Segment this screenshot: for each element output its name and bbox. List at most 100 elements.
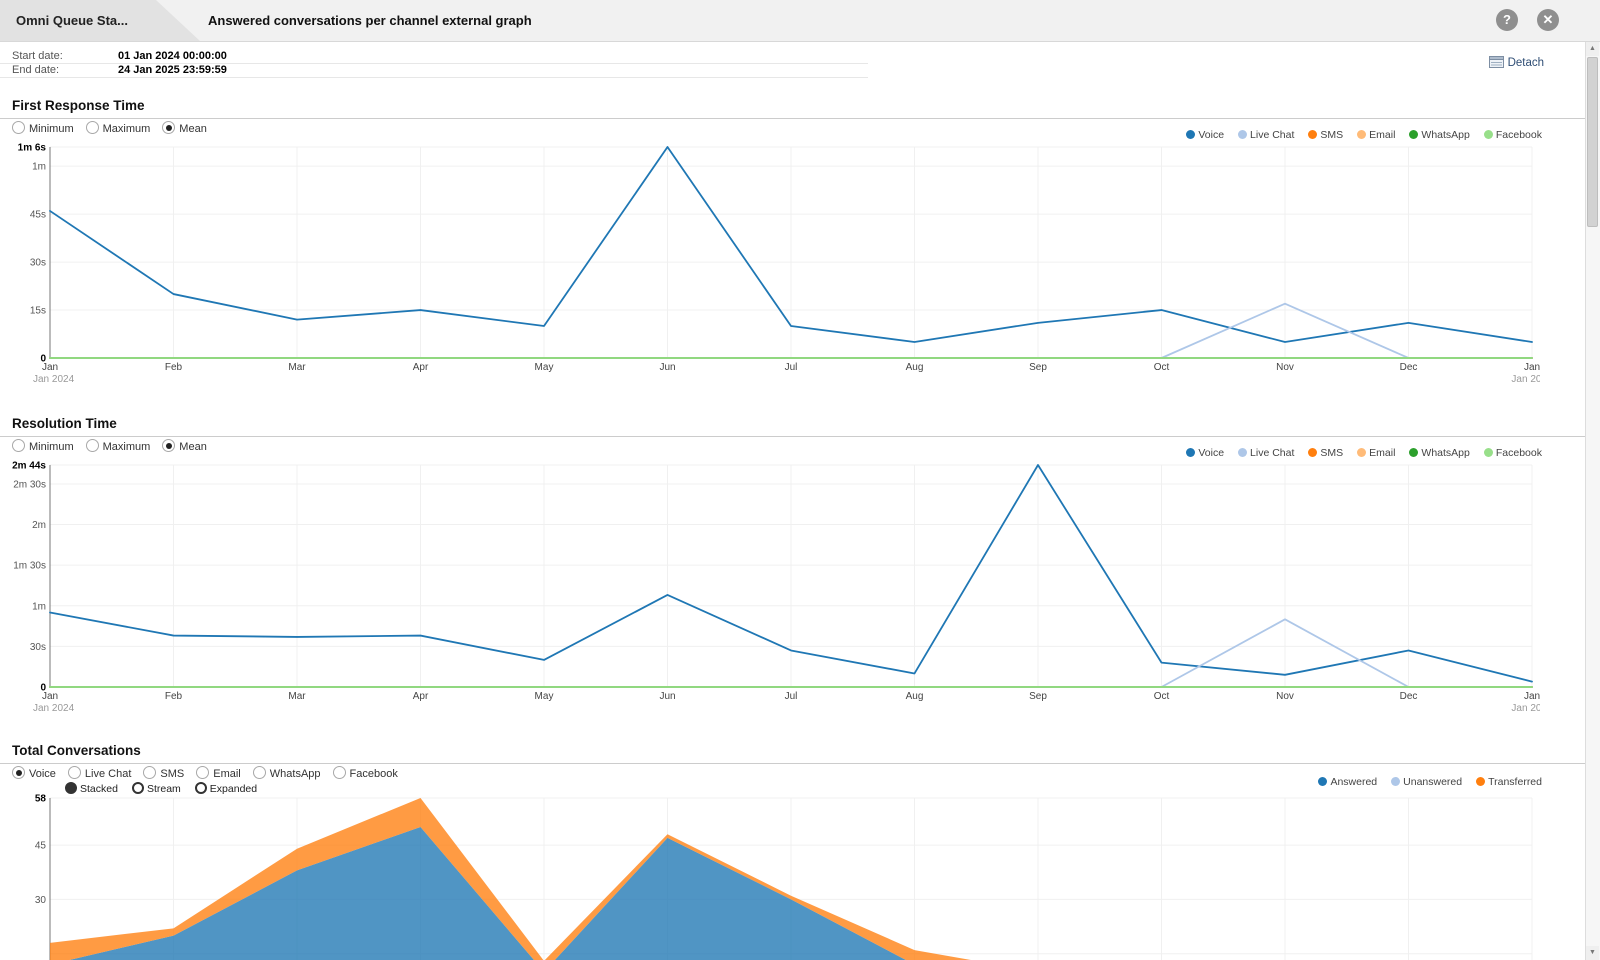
series-area-transferred: [50, 798, 971, 960]
legend-label: SMS: [1320, 129, 1344, 141]
area-style-control-group: Stacked Stream Expanded: [0, 782, 1586, 795]
channel-radio-group: Voice Live Chat SMS Email WhatsApp Facebook: [0, 764, 1586, 782]
legend-item-whatsapp[interactable]: WhatsApp: [1409, 129, 1470, 141]
option-label: Voice: [29, 768, 56, 780]
x-tick-label: Jun: [659, 691, 675, 702]
legend-item-whatsapp[interactable]: WhatsApp: [1409, 447, 1470, 459]
scroll-down-icon[interactable]: ▼: [1586, 946, 1599, 960]
radio-dot-icon: [196, 766, 210, 779]
x-tick-label: Feb: [165, 362, 183, 373]
option-label: Maximum: [102, 441, 151, 453]
x-tick-label: Apr: [413, 691, 429, 702]
legend-dot-icon: [1391, 777, 1401, 786]
option-label: SMS: [160, 768, 185, 780]
legend-item-sms[interactable]: SMS: [1308, 447, 1343, 459]
legend-item-email[interactable]: Email: [1357, 129, 1395, 141]
control-expanded[interactable]: Expanded: [194, 782, 257, 795]
radio-minimum[interactable]: Minimum: [12, 121, 74, 135]
y-tick-label: 30: [35, 895, 47, 906]
option-label: Email: [213, 768, 241, 780]
radio-dot-icon: [252, 766, 266, 779]
radio-mean[interactable]: Mean: [162, 121, 207, 135]
x-tick-label: Apr: [413, 362, 429, 373]
legend-label: SMS: [1320, 447, 1344, 459]
y-tick-label: 45s: [30, 210, 46, 221]
control-stream[interactable]: Stream: [131, 782, 181, 795]
legend-dot-icon: [1186, 130, 1196, 139]
x-tick-label: Jul: [785, 691, 798, 702]
vertical-scrollbar[interactable]: ▲ ▼: [1585, 42, 1600, 960]
x-tick-label: Nov: [1276, 362, 1294, 373]
y-tick-label: 30s: [30, 642, 46, 653]
legend-label: WhatsApp: [1421, 129, 1470, 141]
option-label: Live Chat: [84, 768, 132, 780]
detach-button[interactable]: Detach: [1488, 56, 1544, 69]
x-tick-label: Sep: [1029, 691, 1047, 702]
window-title: Answered conversations per channel exter…: [208, 13, 532, 28]
radio-voice[interactable]: Voice: [12, 766, 56, 780]
legend-item-email[interactable]: Email: [1357, 447, 1395, 459]
control-dot-icon: [131, 782, 144, 794]
window-tab[interactable]: Omni Queue Sta...: [0, 0, 200, 41]
radio-email[interactable]: Email: [196, 766, 241, 780]
y-tick-label: 15s: [30, 306, 46, 317]
x-tick-label: Oct: [1154, 691, 1170, 702]
legend-dot-icon: [1238, 130, 1248, 139]
metric-radio-group: Minimum Maximum Mean: [0, 119, 1586, 137]
legend-item-transferred[interactable]: Transferred: [1476, 776, 1542, 788]
start-date-label: Start date:: [12, 50, 63, 62]
control-dot-icon: [194, 782, 207, 794]
legend-dot-icon: [1186, 448, 1196, 457]
radio-dot-icon: [12, 439, 25, 452]
legend-item-live-chat[interactable]: Live Chat: [1238, 447, 1294, 459]
help-icon: ?: [1503, 12, 1511, 27]
radio-maximum[interactable]: Maximum: [85, 121, 151, 135]
legend-item-answered[interactable]: Answered: [1318, 776, 1377, 788]
start-date-row: Start date: 01 Jan 2024 00:00:00: [0, 50, 868, 64]
radio-live-chat[interactable]: Live Chat: [67, 766, 132, 780]
legend-item-live-chat[interactable]: Live Chat: [1238, 129, 1294, 141]
close-button[interactable]: ✕: [1537, 9, 1559, 31]
chart-legend: Voice Live Chat SMS Email WhatsApp Facebook: [1172, 447, 1542, 459]
legend-dot-icon: [1357, 130, 1367, 139]
legend-item-sms[interactable]: SMS: [1308, 129, 1343, 141]
radio-mean[interactable]: Mean: [162, 439, 207, 453]
legend-label: WhatsApp: [1421, 447, 1470, 459]
radio-facebook[interactable]: Facebook: [332, 766, 398, 780]
section-total-conversations: Total Conversations Voice Live Chat SMS Ema…: [0, 736, 1586, 960]
radio-dot-icon: [85, 439, 99, 452]
legend-item-facebook[interactable]: Facebook: [1483, 447, 1542, 459]
x-tick-label: Jan: [42, 691, 58, 702]
y-tick-label: 45: [35, 841, 47, 852]
series-line-voice: [49, 146, 1533, 343]
y-tick-label: 2m: [32, 520, 46, 531]
radio-whatsapp[interactable]: WhatsApp: [252, 766, 321, 780]
radio-minimum[interactable]: Minimum: [12, 439, 74, 453]
date-range: Start date: 01 Jan 2024 00:00:00 End date…: [0, 50, 868, 78]
legend-item-voice[interactable]: Voice: [1186, 447, 1224, 459]
total-conversations-chart[interactable]: 584530JanFebMarAprMayJunJulAugSepOctNovD…: [0, 794, 1540, 960]
scroll-up-icon[interactable]: ▲: [1586, 42, 1599, 56]
end-date-row: End date: 24 Jan 2025 23:59:59: [0, 64, 868, 78]
scrollbar-thumb[interactable]: [1587, 57, 1598, 227]
radio-maximum[interactable]: Maximum: [85, 439, 151, 453]
legend-item-facebook[interactable]: Facebook: [1483, 129, 1542, 141]
window-tab-label: Omni Queue Sta...: [16, 13, 128, 28]
x-tick-label: Jan: [1524, 691, 1540, 702]
legend-item-unanswered[interactable]: Unanswered: [1391, 776, 1462, 788]
end-date-value: 24 Jan 2025 23:59:59: [118, 64, 227, 76]
legend-dot-icon: [1308, 130, 1318, 139]
option-label: Maximum: [102, 123, 151, 135]
control-stacked[interactable]: Stacked: [65, 782, 118, 795]
section-title: Resolution Time: [0, 409, 1586, 437]
radio-sms[interactable]: SMS: [143, 766, 185, 780]
option-label: WhatsApp: [269, 768, 321, 780]
x-tick-label: Jul: [785, 362, 798, 373]
legend-item-voice[interactable]: Voice: [1186, 129, 1224, 141]
legend-dot-icon: [1483, 130, 1493, 139]
legend-label: Facebook: [1495, 447, 1542, 459]
window-titlebar: Omni Queue Sta... Answered conversations…: [0, 0, 1600, 42]
help-button[interactable]: ?: [1496, 9, 1518, 31]
